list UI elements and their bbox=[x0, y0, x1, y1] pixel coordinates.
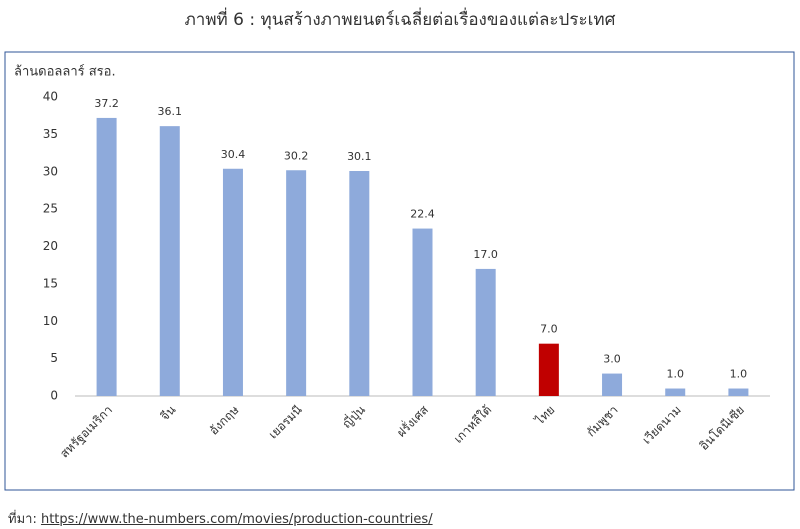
y-tick-label: 30 bbox=[43, 164, 58, 178]
x-tick-label: สหรัฐอเมริกา bbox=[57, 403, 115, 461]
y-tick-label: 5 bbox=[50, 351, 58, 365]
bar bbox=[96, 117, 117, 397]
x-tick-label: กัมพูชา bbox=[584, 403, 621, 440]
bar bbox=[159, 126, 180, 396]
value-label: 30.1 bbox=[347, 150, 372, 163]
value-label: 7.0 bbox=[540, 323, 558, 336]
chart: ภาพที่ 6 : ทุนสร้างภาพยนตร์เฉลี่ยต่อเรื่… bbox=[4, 7, 795, 491]
y-axis-label: ล้านดอลลาร์ สรอ. bbox=[14, 64, 116, 80]
x-tick-label: เกาหลีใต้ bbox=[451, 403, 494, 446]
bar bbox=[286, 170, 307, 396]
y-tick-label: 10 bbox=[43, 314, 58, 328]
value-label: 1.0 bbox=[730, 368, 748, 381]
y-tick-label: 15 bbox=[43, 276, 58, 290]
value-label: 3.0 bbox=[603, 353, 621, 366]
value-label: 30.2 bbox=[284, 149, 309, 162]
y-tick-label: 0 bbox=[50, 389, 58, 403]
bar bbox=[349, 171, 370, 396]
y-tick-label: 25 bbox=[43, 202, 58, 216]
bar bbox=[475, 268, 496, 396]
source-link[interactable]: https://www.the-numbers.com/movies/produ… bbox=[40, 512, 433, 527]
bar bbox=[538, 343, 559, 396]
value-label: 30.4 bbox=[221, 148, 246, 161]
x-tick-label: อังกฤษ bbox=[207, 403, 242, 438]
x-tick-label: ไทย bbox=[532, 403, 557, 428]
x-tick-label: จีน bbox=[158, 403, 179, 424]
source: ที่มา: https://www.the-numbers.com/movie… bbox=[8, 508, 433, 529]
x-tick-label: ฝรั่งเศส bbox=[393, 401, 432, 440]
bar bbox=[412, 228, 433, 396]
y-tick-label: 35 bbox=[43, 127, 58, 141]
value-label: 17.0 bbox=[473, 248, 498, 261]
x-tick-label: เยอรมนี bbox=[266, 403, 305, 442]
x-tick-label: ญี่ปุ่น bbox=[338, 401, 368, 431]
y-tick-label: 20 bbox=[43, 239, 58, 253]
x-tick-label: เวียดนาม bbox=[640, 403, 684, 447]
bar bbox=[602, 373, 623, 396]
bar bbox=[665, 388, 686, 396]
y-tick-label: 40 bbox=[43, 90, 58, 104]
value-label: 1.0 bbox=[666, 368, 684, 381]
source-prefix: ที่มา: bbox=[8, 512, 37, 527]
value-label: 36.1 bbox=[158, 105, 183, 118]
value-label: 22.4 bbox=[410, 208, 435, 221]
bar bbox=[728, 388, 749, 396]
x-tick-label: อินโดนีเซีย bbox=[697, 403, 747, 453]
chart-frame bbox=[4, 51, 795, 491]
bar bbox=[222, 168, 243, 396]
value-label: 37.2 bbox=[94, 97, 119, 110]
chart-title: ภาพที่ 6 : ทุนสร้างภาพยนตร์เฉลี่ยต่อเรื่… bbox=[185, 7, 616, 30]
